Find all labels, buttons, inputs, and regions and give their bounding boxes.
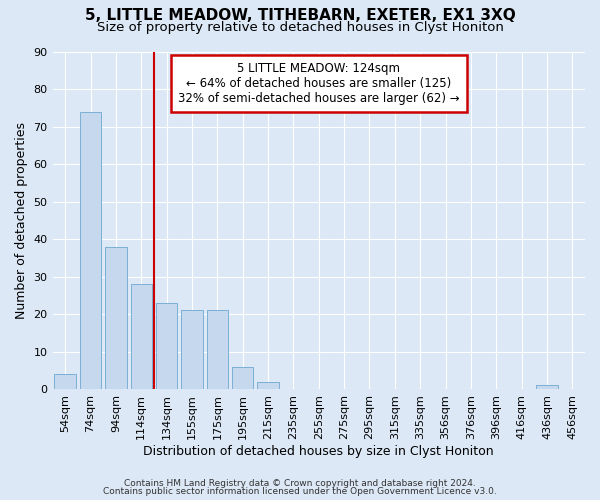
X-axis label: Distribution of detached houses by size in Clyst Honiton: Distribution of detached houses by size … <box>143 444 494 458</box>
Text: 5, LITTLE MEADOW, TITHEBARN, EXETER, EX1 3XQ: 5, LITTLE MEADOW, TITHEBARN, EXETER, EX1… <box>85 8 515 22</box>
Bar <box>105 246 127 389</box>
Y-axis label: Number of detached properties: Number of detached properties <box>15 122 28 319</box>
Text: 5 LITTLE MEADOW: 124sqm
← 64% of detached houses are smaller (125)
32% of semi-d: 5 LITTLE MEADOW: 124sqm ← 64% of detache… <box>178 62 460 104</box>
Text: Contains HM Land Registry data © Crown copyright and database right 2024.: Contains HM Land Registry data © Crown c… <box>124 478 476 488</box>
Text: Size of property relative to detached houses in Clyst Honiton: Size of property relative to detached ho… <box>97 21 503 34</box>
Bar <box>156 303 178 389</box>
Bar <box>181 310 203 389</box>
Bar <box>536 386 558 389</box>
Bar <box>232 366 253 389</box>
Bar <box>55 374 76 389</box>
Bar <box>131 284 152 389</box>
Text: Contains public sector information licensed under the Open Government Licence v3: Contains public sector information licen… <box>103 487 497 496</box>
Bar <box>257 382 279 389</box>
Bar <box>80 112 101 389</box>
Bar <box>206 310 228 389</box>
